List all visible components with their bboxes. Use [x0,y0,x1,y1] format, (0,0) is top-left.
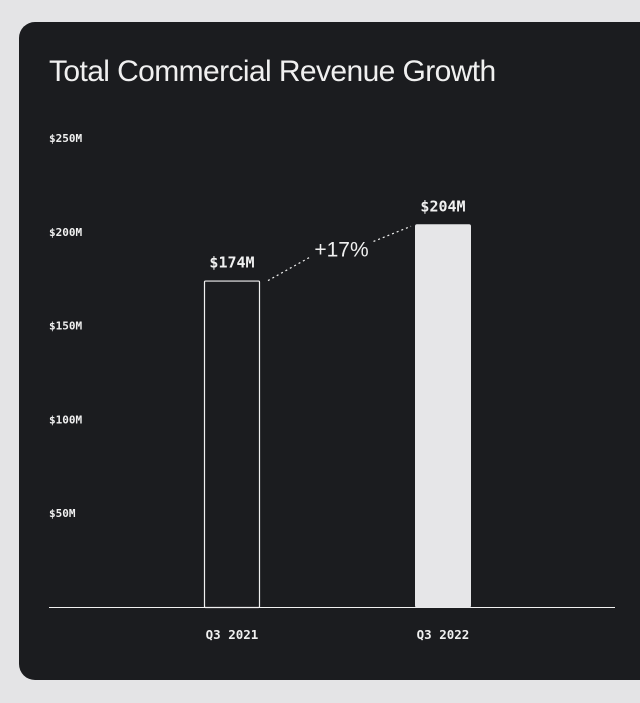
y-tick-label: $100M [49,413,82,426]
chart-title: Total Commercial Revenue Growth [49,55,496,88]
growth-connector-left [267,256,310,282]
y-tick-label: $150M [49,320,82,333]
growth-annotation: +17% [314,238,368,261]
y-tick-label: $200M [49,226,82,239]
bar-value-label: $204M [420,197,465,215]
x-tick-label: Q3 2022 [417,627,470,642]
y-tick-label: $250M [49,132,82,145]
y-tick-label: $50M [49,507,76,520]
bar-q3-2021 [203,280,261,609]
x-tick-label: Q3 2021 [206,627,259,642]
growth-connector-right [373,225,412,242]
bar-value-label: $174M [209,254,254,272]
bar-chart: $50M $100M $150M $200M $250M $174M Q3 2021 $204… [49,132,615,642]
chart-card: Total Commercial Revenue Growth $50M $100… [19,22,640,680]
bar-q3-2022 [415,224,471,608]
